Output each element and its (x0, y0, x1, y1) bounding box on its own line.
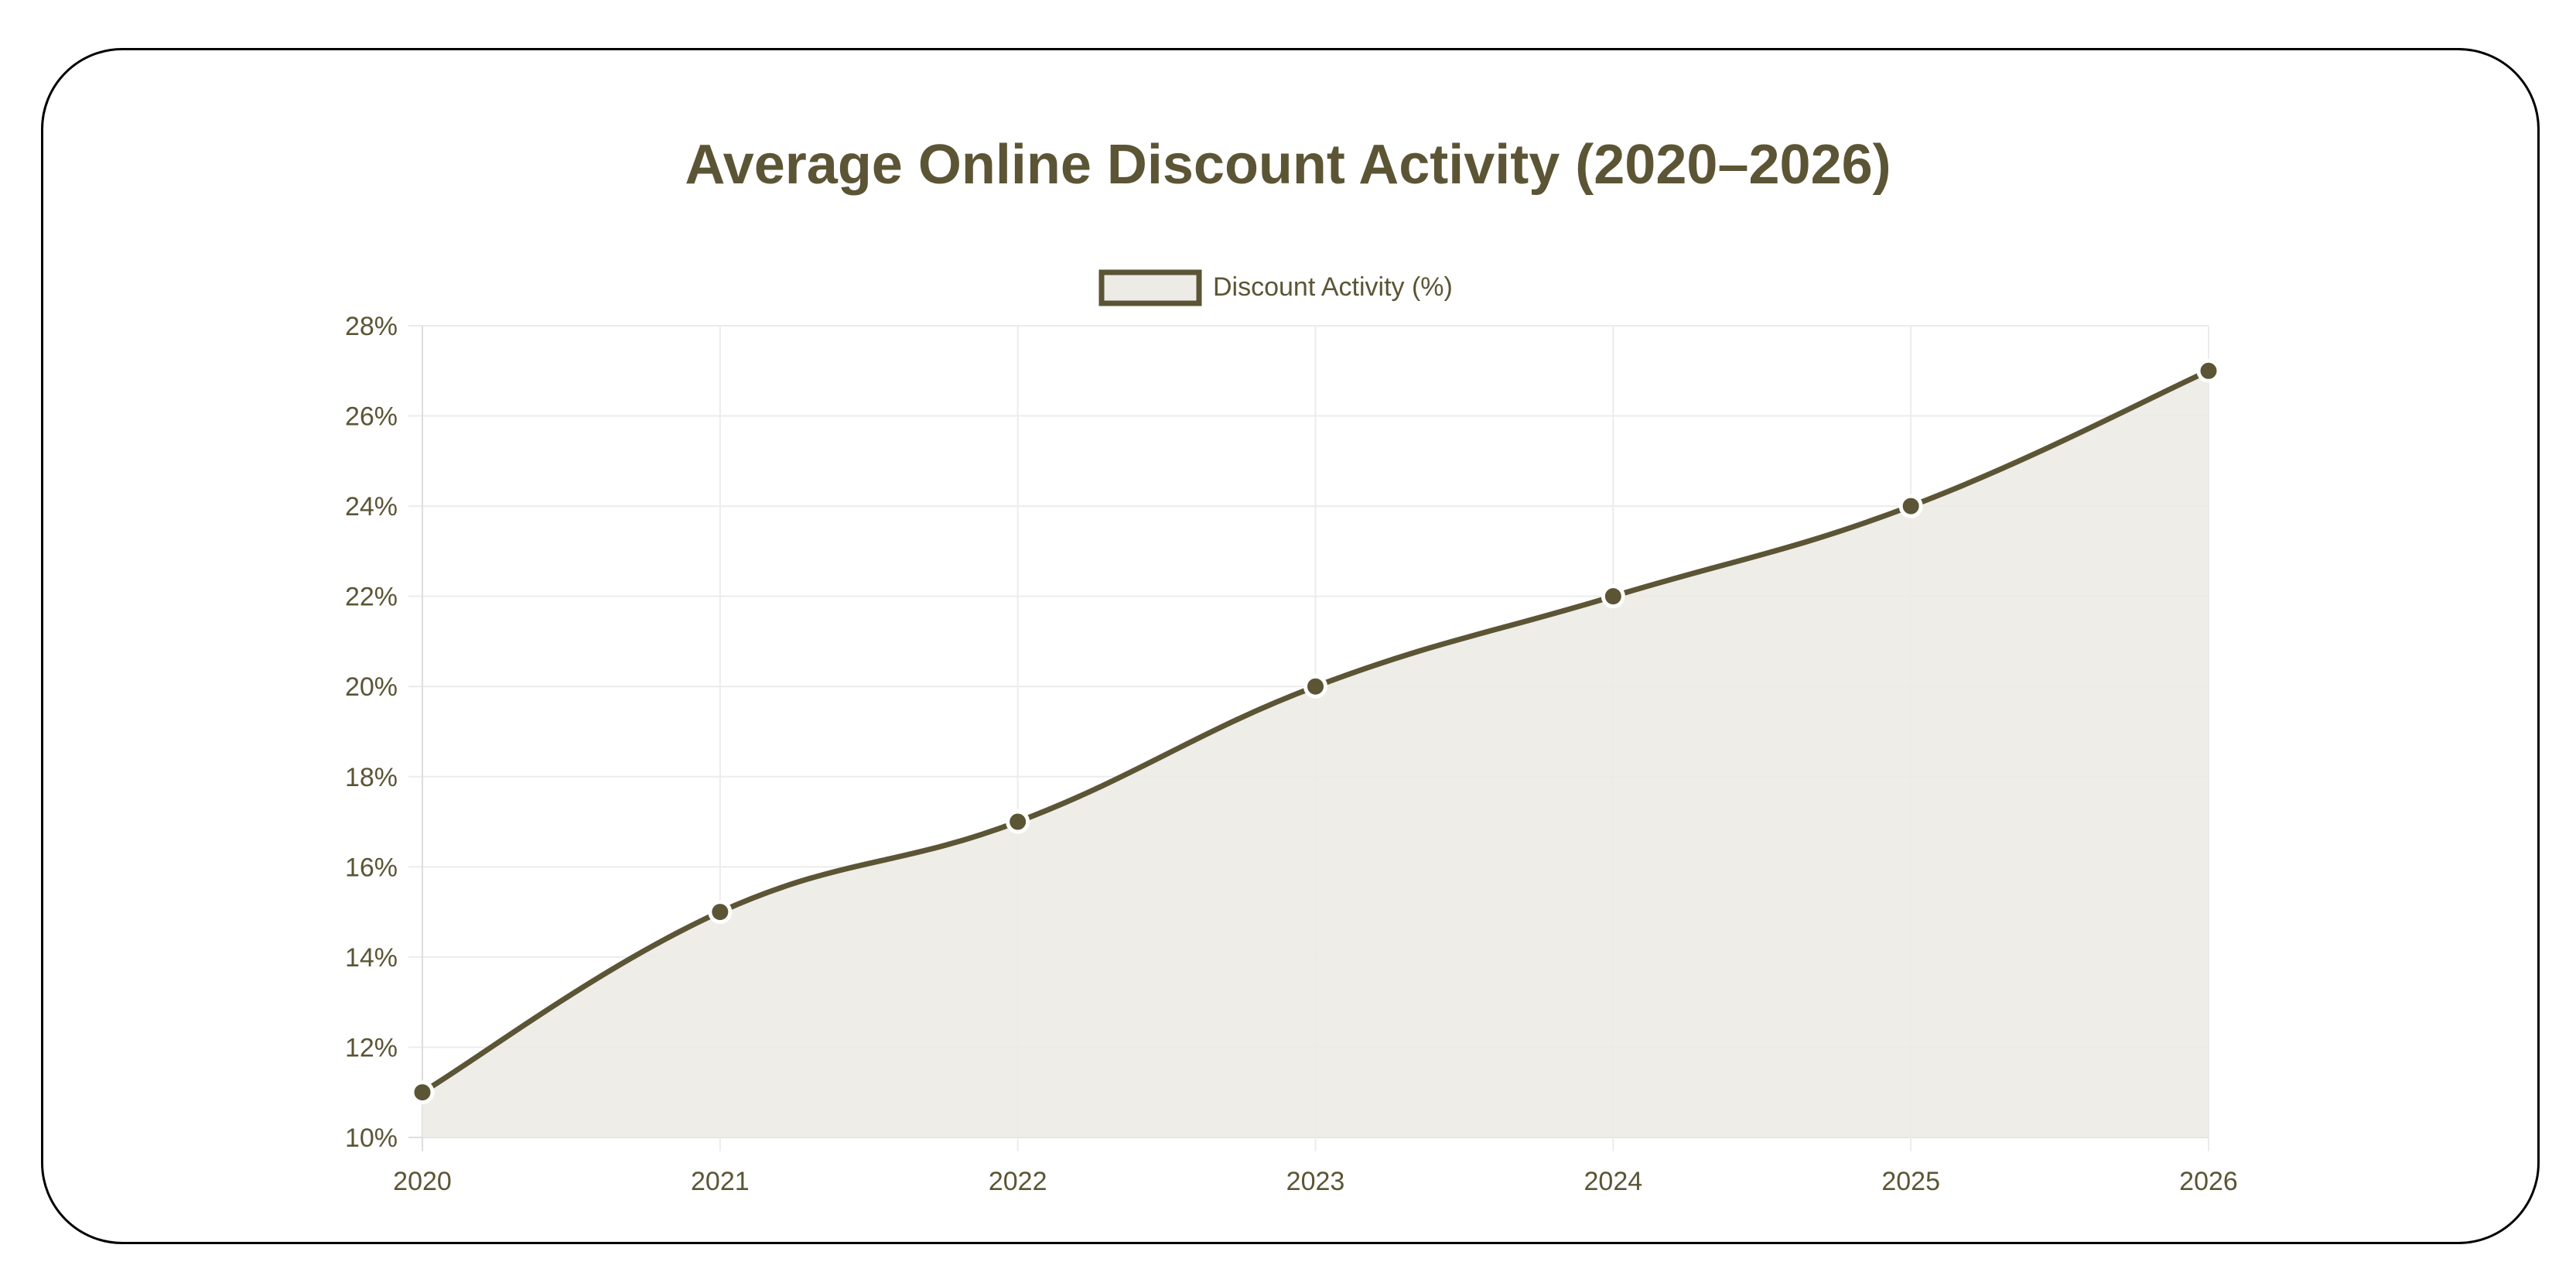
y-tick-label: 24% (345, 492, 398, 522)
x-tick-label: 2026 (2179, 1167, 2238, 1196)
y-tick-label: 12% (345, 1033, 398, 1062)
x-tick-label: 2023 (1286, 1167, 1345, 1196)
data-point (2196, 358, 2221, 383)
y-tick-label: 18% (345, 763, 398, 792)
data-point (1898, 494, 1923, 518)
data-point (410, 1080, 435, 1105)
legend-label: Discount Activity (%) (1213, 272, 1453, 302)
y-tick-label: 16% (345, 853, 398, 882)
y-tick-label: 22% (345, 583, 398, 612)
area-fill (422, 371, 2209, 1137)
data-point (708, 900, 733, 925)
data-point (1303, 674, 1327, 699)
y-tick-label: 28% (345, 312, 398, 341)
chart-title: Average Online Discount Activity (2020–2… (685, 134, 1891, 196)
legend-swatch (1098, 269, 1202, 306)
x-tick-label: 2020 (393, 1167, 452, 1196)
x-tick-label: 2021 (691, 1167, 750, 1196)
data-point (1006, 809, 1030, 834)
y-tick-label: 14% (345, 943, 398, 973)
x-tick-label: 2022 (989, 1167, 1047, 1196)
y-tick-label: 10% (345, 1123, 398, 1153)
data-point (1601, 584, 1625, 609)
chart-card (41, 48, 2540, 1244)
x-tick-label: 2024 (1584, 1167, 1643, 1196)
y-tick-label: 20% (345, 672, 398, 702)
x-tick-label: 2025 (1881, 1167, 1940, 1196)
y-tick-label: 26% (345, 402, 398, 432)
